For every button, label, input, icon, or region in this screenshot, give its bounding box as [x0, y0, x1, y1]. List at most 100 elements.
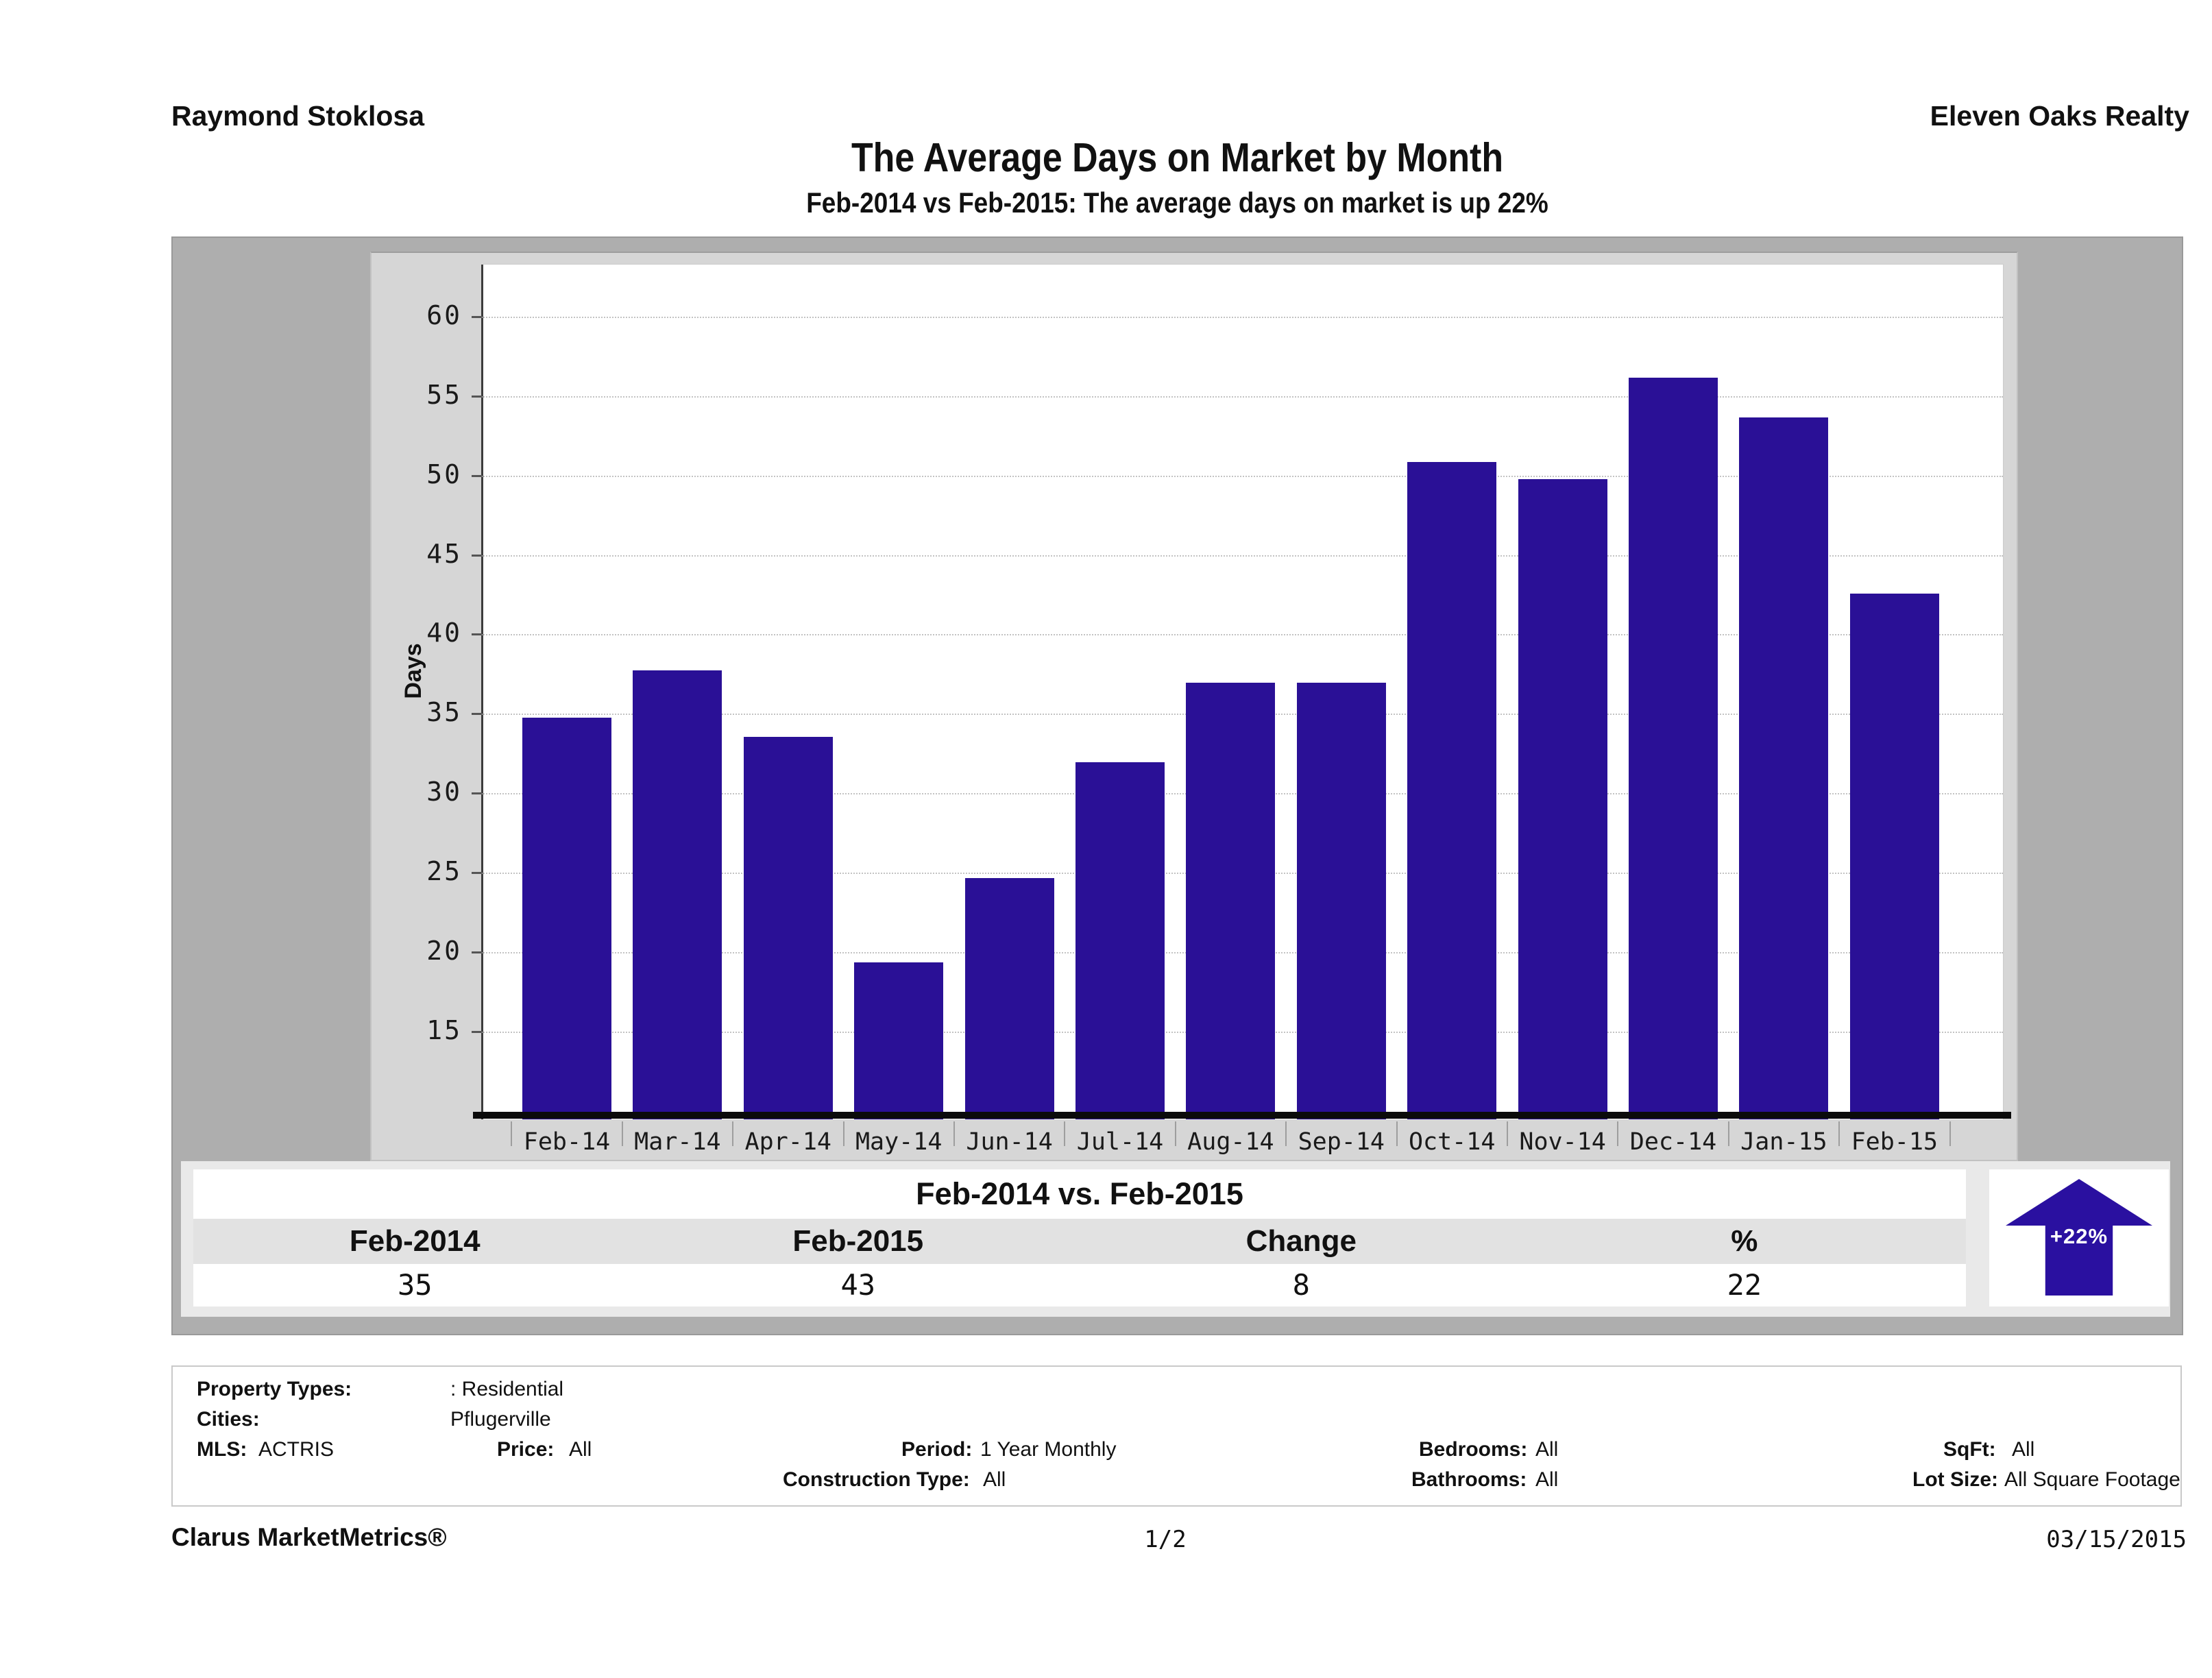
gridline: [481, 634, 2003, 636]
x-axis-label: Feb-14: [523, 1128, 611, 1156]
cities-label: Cities:: [197, 1408, 260, 1431]
trend-badge-box: +22%: [1989, 1169, 2169, 1306]
comparison-table: Feb-2014 vs. Feb-2015 Feb-2014 Feb-2015 Ch…: [193, 1169, 1966, 1306]
x-tick: [1727, 1121, 1729, 1146]
brand-name: Clarus MarketMetrics®: [171, 1523, 447, 1551]
bar: [854, 962, 944, 1119]
y-axis-tick-label: 40: [426, 618, 462, 648]
y-tick: [472, 1030, 482, 1033]
company-name: Eleven Oaks Realty: [1930, 100, 2189, 132]
y-axis-tick-label: 60: [426, 300, 462, 330]
x-tick: [1285, 1121, 1287, 1146]
x-tick: [511, 1121, 513, 1146]
x-axis-label: Jul-14: [1076, 1128, 1164, 1156]
bar: [1518, 479, 1607, 1119]
gridline: [481, 396, 2003, 398]
x-tick: [621, 1121, 623, 1146]
bar: [522, 718, 611, 1119]
y-tick: [472, 792, 482, 795]
property-types-label: Property Types:: [197, 1378, 352, 1400]
y-axis-tick-label: 15: [426, 1014, 462, 1045]
comparison-value: 22: [1727, 1268, 1762, 1302]
report-date: 03/15/2015: [2046, 1526, 2187, 1553]
x-tick: [1617, 1121, 1619, 1146]
bar: [1296, 683, 1386, 1119]
filter-details-panel: Property Types: : Residential Cities: Pf…: [171, 1365, 2182, 1507]
construction-type-value: All: [983, 1468, 1006, 1491]
comparison-title: Feb-2014 vs. Feb-2015: [193, 1169, 1966, 1219]
bar: [1849, 594, 1939, 1119]
x-axis-line: [473, 1112, 2011, 1119]
chart-outer-band: Days 15 20 25 30 35 40 45 50 55 60 Feb-14 Mar-14 Apr…: [171, 236, 2183, 1335]
y-tick: [472, 315, 482, 318]
y-tick: [472, 872, 482, 875]
comparison-column-header: Change: [1245, 1224, 1357, 1258]
comparison-column-header: %: [1731, 1224, 1758, 1258]
bar: [1075, 762, 1165, 1119]
bar: [633, 670, 722, 1119]
bar: [743, 736, 833, 1119]
x-axis-label: Jun-14: [966, 1128, 1053, 1156]
lot-size-value: All Square Footage: [2004, 1468, 2180, 1491]
x-axis-label: Feb-15: [1851, 1128, 1938, 1156]
bar: [964, 878, 1054, 1119]
x-axis-label: Jan-15: [1740, 1128, 1827, 1156]
y-axis-tick-label: 55: [426, 379, 462, 410]
agent-name: Raymond Stoklosa: [171, 100, 425, 132]
period-label: Period:: [901, 1438, 973, 1461]
comparison-column-header: Feb-2014: [349, 1224, 481, 1258]
y-axis-tick-label: 50: [426, 459, 462, 489]
report-title: The Average Days on Market by Month: [851, 135, 1504, 180]
y-axis-tick-label: 35: [426, 697, 462, 728]
construction-type-label: Construction Type:: [783, 1468, 970, 1491]
x-axis-label: Dec-14: [1629, 1128, 1717, 1156]
x-axis-label: Nov-14: [1519, 1128, 1606, 1156]
x-axis-label: Aug-14: [1187, 1128, 1274, 1156]
mls-value: ACTRIS: [258, 1438, 335, 1461]
y-axis-tick-label: 20: [426, 936, 462, 966]
y-tick: [472, 951, 482, 954]
bathrooms-label: Bathrooms:: [1411, 1468, 1527, 1491]
comparison-value: 43: [840, 1268, 876, 1302]
x-tick: [1174, 1121, 1176, 1146]
gridline: [481, 316, 2003, 318]
y-tick: [472, 474, 482, 477]
y-axis-tick-label: 30: [426, 777, 462, 807]
x-tick: [1949, 1121, 1951, 1146]
x-tick: [1506, 1121, 1508, 1146]
x-tick: [1838, 1121, 1840, 1146]
y-axis-tick-label: 25: [426, 856, 462, 887]
x-tick: [1396, 1121, 1398, 1146]
bar: [1629, 378, 1718, 1119]
comparison-value-row: 35 43 8 22: [193, 1264, 1966, 1306]
page-number: 1/2: [1144, 1526, 1187, 1553]
x-tick: [1064, 1121, 1066, 1146]
x-axis-label: Sep-14: [1298, 1128, 1385, 1156]
x-axis-label: May-14: [855, 1128, 943, 1156]
bar: [1186, 683, 1276, 1119]
x-tick: [732, 1121, 734, 1146]
comparison-value: 35: [397, 1268, 433, 1302]
y-tick: [472, 713, 482, 716]
price-value: All: [569, 1438, 592, 1461]
gridline: [481, 475, 2003, 477]
bedrooms-label: Bedrooms:: [1419, 1438, 1528, 1461]
x-axis-label: Mar-14: [634, 1128, 721, 1156]
report-subtitle: Feb-2014 vs Feb-2015: The average days o…: [806, 186, 1548, 219]
gridline: [481, 555, 2003, 557]
mls-label: MLS:: [197, 1438, 247, 1461]
y-tick: [472, 554, 482, 557]
comparison-value: 8: [1292, 1268, 1310, 1302]
trend-badge-label: +22%: [2050, 1224, 2108, 1249]
sqft-value: All: [2012, 1438, 2035, 1461]
lot-size-label: Lot Size:: [1912, 1468, 1998, 1491]
y-tick: [472, 633, 482, 636]
up-arrow-icon: +22%: [2006, 1179, 2152, 1296]
bathrooms-value: All: [1535, 1468, 1559, 1491]
x-tick: [842, 1121, 844, 1146]
bedrooms-value: All: [1535, 1438, 1559, 1461]
y-tick: [472, 395, 482, 398]
sqft-label: SqFt:: [1943, 1438, 1996, 1461]
comparison-column-header: Feb-2015: [792, 1224, 924, 1258]
